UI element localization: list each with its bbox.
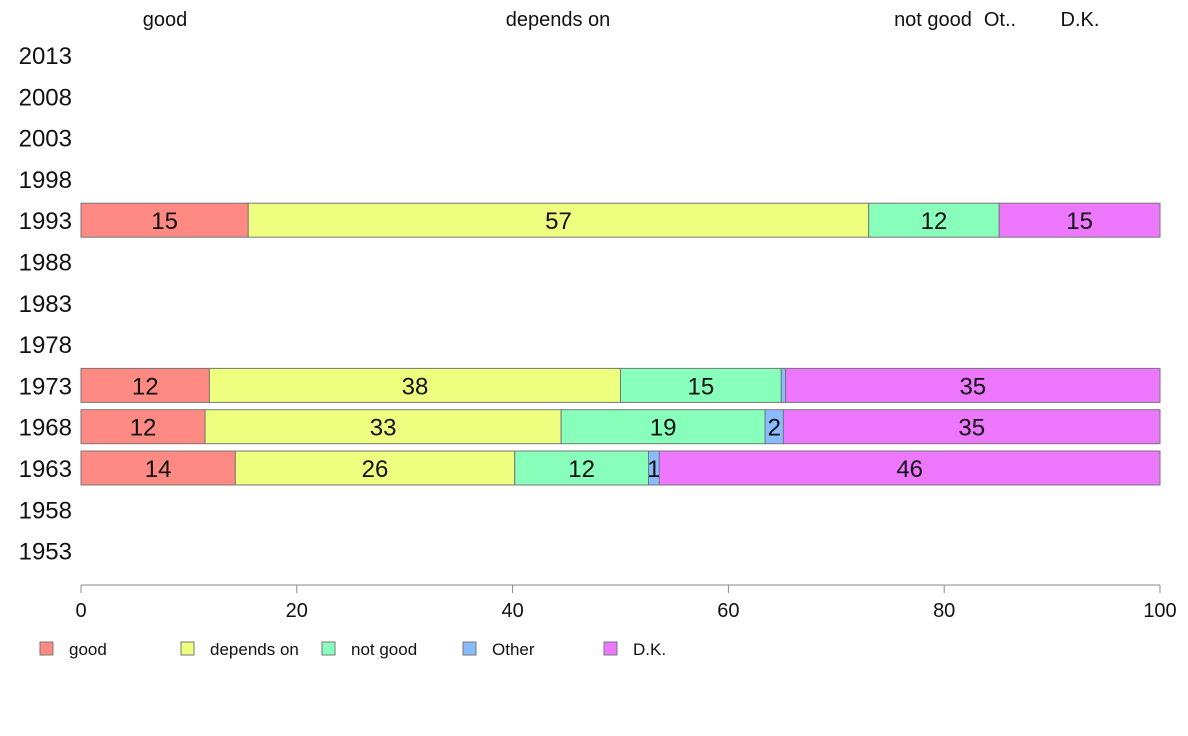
bar-label-1963-2: 12	[568, 456, 595, 483]
legend-swatch-depends-on	[180, 641, 195, 656]
top-label-1: depends on	[506, 9, 611, 31]
bar-label-1963-0: 14	[145, 456, 172, 483]
bar-label-1968-3: 2	[768, 415, 781, 442]
bar-1993-good	[80, 202, 249, 238]
bar-1973-other	[780, 367, 787, 403]
bar-1973-depends-on	[208, 367, 621, 403]
y-label-1978: 1978	[19, 332, 72, 359]
x-tick-label-0: 0	[75, 600, 86, 622]
legend-label-4: D.K.	[633, 640, 666, 659]
x-tick-label-20: 20	[286, 600, 308, 622]
bar-label-1963-1: 26	[362, 456, 389, 483]
legend-label-0: good	[69, 640, 107, 659]
bar-label-1993-2: 12	[921, 208, 948, 235]
bar-1973-not-good	[620, 367, 782, 403]
x-axis: 0 20 40 60 80 100	[75, 584, 1177, 622]
bar-1993-d-k-	[998, 202, 1161, 238]
bar-label-1973-1: 38	[402, 373, 429, 400]
bar-label-1968-4: 35	[958, 415, 985, 442]
x-tick-label-60: 60	[717, 600, 739, 622]
bar-1963-not-good	[514, 450, 650, 486]
bar-1963-d-k-	[658, 450, 1161, 486]
bar-1968-d-k-	[782, 409, 1161, 445]
bar-1993-not-good	[868, 202, 1000, 238]
legend: good depends on not good Other D.K.	[39, 640, 666, 659]
legend-label-1: depends on	[210, 640, 299, 659]
y-label-1988: 1988	[19, 250, 72, 277]
y-axis-labels: 2013 2008 2003 1998 1993 1988 1983 1978 1973 1968…	[19, 43, 72, 566]
bar-1973-d-k-	[785, 367, 1161, 403]
bar-label-1973-2: 15	[688, 373, 715, 400]
y-label-1968: 1968	[19, 415, 72, 442]
top-label-0: good	[143, 9, 188, 31]
y-label-1983: 1983	[19, 291, 72, 318]
bar-label-1968-0: 12	[130, 415, 157, 442]
x-tick-label-100: 100	[1143, 600, 1176, 622]
y-label-1963: 1963	[19, 456, 72, 483]
y-label-2003: 2003	[19, 126, 72, 153]
y-label-1973: 1973	[19, 373, 72, 400]
legend-swatch-good	[39, 641, 54, 656]
bar-1968-good	[80, 409, 206, 445]
top-label-3: Ot..	[984, 9, 1016, 31]
bar-1973-good	[80, 367, 210, 403]
bar-label-1993-4: 15	[1066, 208, 1093, 235]
legend-swatch-other	[462, 641, 477, 656]
x-tick-label-80: 80	[933, 600, 955, 622]
x-tick-label-40: 40	[501, 600, 523, 622]
bar-label-1968-1: 33	[370, 415, 397, 442]
bar-1963-good	[80, 450, 236, 486]
legend-label-3: Other	[492, 640, 535, 659]
y-label-1998: 1998	[19, 167, 72, 194]
y-label-1953: 1953	[19, 539, 72, 566]
bar-label-1973-0: 12	[132, 373, 159, 400]
bar-label-1963-4: 46	[896, 456, 923, 483]
bar-label-1968-2: 19	[650, 415, 677, 442]
y-label-2008: 2008	[19, 84, 72, 111]
bars: 15 57 12 15 12 38 15 35 12 33 19 2 35 14 26 12 1 46	[80, 202, 1161, 486]
legend-swatch-not-good	[321, 641, 336, 656]
top-label-4: D.K.	[1061, 9, 1100, 31]
bar-1963-depends-on	[234, 450, 516, 486]
bar-label-1993-1: 57	[545, 208, 572, 235]
legend-label-2: not good	[351, 640, 417, 659]
bar-label-1993-0: 15	[151, 208, 178, 235]
top-label-2: not good	[894, 9, 972, 31]
top-category-labels: good depends on not good Ot.. D.K.	[143, 9, 1100, 31]
y-label-1993: 1993	[19, 208, 72, 235]
y-label-2013: 2013	[19, 43, 72, 70]
y-label-1958: 1958	[19, 497, 72, 524]
bar-label-1963-3: 1	[647, 456, 660, 483]
legend-swatch-d-k-	[603, 641, 618, 656]
bar-label-1973-4: 35	[959, 373, 986, 400]
bar-1968-depends-on	[204, 409, 562, 445]
bar-1993-depends-on	[247, 202, 870, 238]
